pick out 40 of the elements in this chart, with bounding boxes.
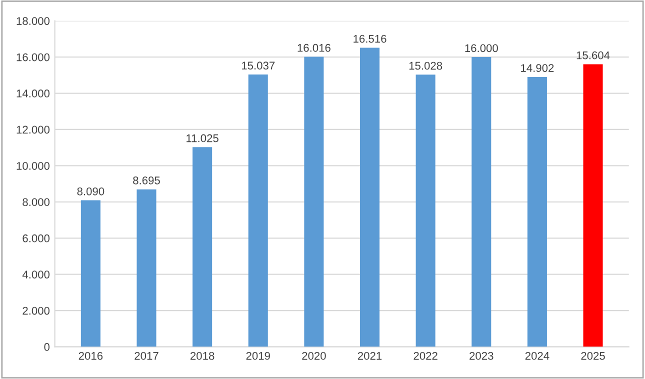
y-tick-label: 12.000 <box>16 126 50 134</box>
x-tick-label: 2021 <box>358 352 382 360</box>
x-tick-label: 2019 <box>246 352 270 360</box>
y-tick-label: 2.000 <box>22 306 50 315</box>
y-tick-label: 18.000 <box>16 17 50 25</box>
bar <box>304 56 324 347</box>
y-tick-label: 0 <box>44 343 50 351</box>
x-tick-label: 2025 <box>581 352 605 360</box>
x-tick-label: 2016 <box>78 352 103 360</box>
bar <box>583 64 603 347</box>
bar <box>136 189 156 347</box>
bar <box>472 57 492 347</box>
bar <box>80 200 100 347</box>
y-tick-label: 6.000 <box>22 234 50 242</box>
data-label: 16.000 <box>465 44 498 52</box>
y-tick-label: 14.000 <box>16 90 50 98</box>
y-tick-label: 16.000 <box>16 53 50 62</box>
data-label: 15.028 <box>409 62 442 70</box>
x-tick-label: 2024 <box>525 352 550 360</box>
data-label: 16.516 <box>354 34 386 43</box>
data-label: 16.016 <box>298 44 330 52</box>
bar <box>360 48 380 347</box>
x-tick-label: 2022 <box>414 352 438 360</box>
data-label: 14.902 <box>521 64 554 72</box>
bar <box>527 76 547 347</box>
bar <box>248 74 268 347</box>
data-label: 8.090 <box>77 187 104 196</box>
x-tick-label: 2023 <box>470 352 494 360</box>
x-tick-label: 2020 <box>302 352 326 360</box>
data-label: 11.025 <box>186 134 218 142</box>
y-tick-label: 10.000 <box>16 162 50 170</box>
y-tick-label: 8.000 <box>22 198 50 206</box>
bar <box>192 147 212 347</box>
data-label: 15.604 <box>576 51 610 60</box>
x-tick-label: 2018 <box>190 352 214 360</box>
bar <box>416 74 436 347</box>
data-label: 8.695 <box>133 176 160 184</box>
y-tick-label: 4.000 <box>22 270 50 278</box>
data-label: 15.037 <box>242 62 275 70</box>
x-tick-label: 2017 <box>134 352 158 360</box>
